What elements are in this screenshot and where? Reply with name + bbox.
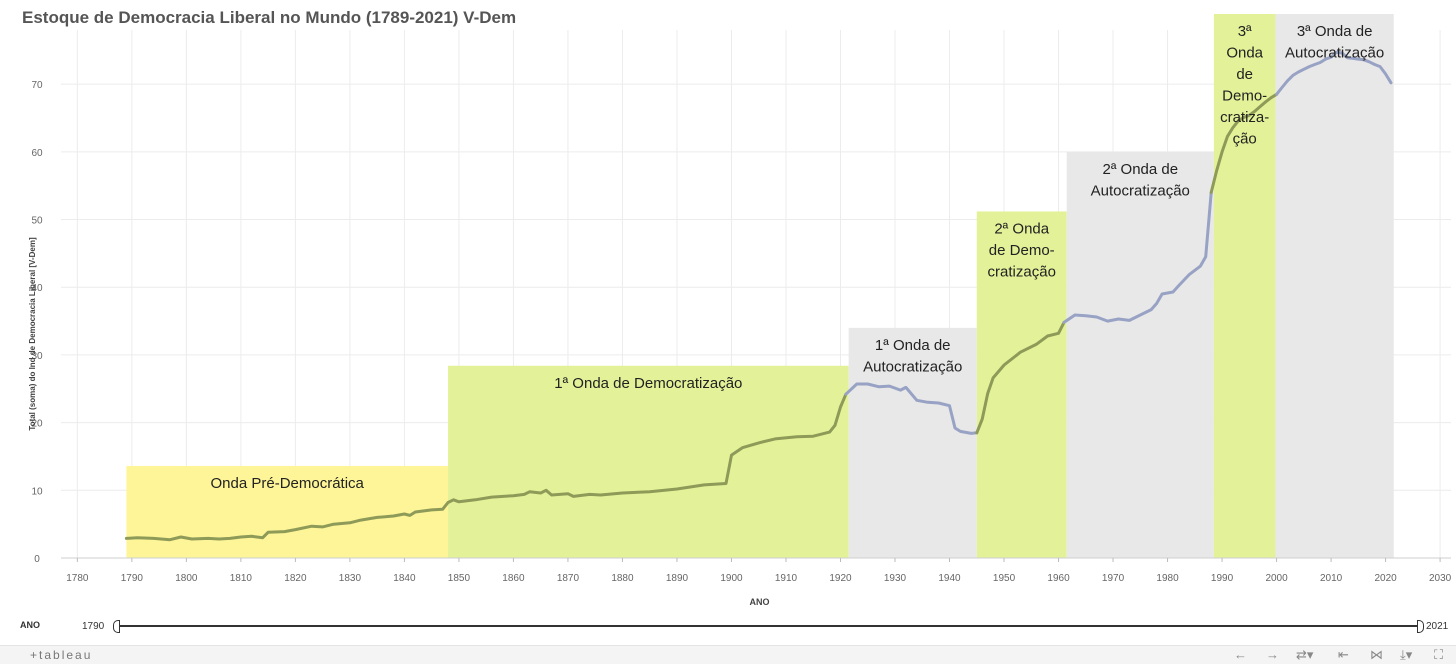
x-tick-label: 1820 (284, 573, 307, 584)
year-filter-min-value: 1790 (82, 621, 105, 632)
band-label-line: cratiza- (1220, 109, 1269, 126)
band-autocracy (1066, 151, 1214, 558)
x-tick-label: 1880 (611, 573, 634, 584)
band-autocracy (848, 327, 977, 558)
series-line-segment (1275, 50, 1393, 96)
axes: 1780 1790 1800 1810 1820 1830 1840 1850 1860 1870… (28, 80, 1452, 607)
wave-band-labels: Onda Pré-Democrática 1ª Onda de Democrati… (211, 23, 1385, 492)
x-axis-title: ANO (749, 597, 769, 607)
x-tick-label: 1830 (339, 573, 362, 584)
band-label: Onda Pré-Democrática (211, 475, 365, 492)
chart-title: Estoque de Democracia Liberal no Mundo (… (22, 8, 517, 27)
x-tick-label: 1840 (393, 573, 416, 584)
band-label-line: Autocratização (1285, 45, 1384, 62)
x-tick-label: 1960 (1047, 573, 1070, 584)
x-tick-label: 2030 (1429, 573, 1452, 584)
reset-icon[interactable]: ⇤ (1338, 647, 1349, 662)
year-filter-label: ANO (20, 620, 40, 630)
y-tick-label: 70 (31, 80, 43, 91)
band-label: 3ª Onda de Autocratização (1285, 23, 1384, 62)
x-tick-label: 1950 (993, 573, 1016, 584)
redo-icon[interactable]: → (1266, 647, 1279, 662)
y-tick-label: 50 (31, 216, 43, 227)
series-line-segment (844, 382, 979, 435)
y-axis-title: Total (soma) do Ind de Democracia Libera… (28, 237, 37, 431)
chart: 1780 1790 1800 1810 1820 1830 1840 1850 1860 1870… (28, 14, 1452, 607)
band-label-line: 1ª Onda de Democratização (554, 375, 742, 392)
series-line-segment (124, 392, 848, 542)
x-tick-label: 1910 (775, 573, 798, 584)
y-tick-label: 30 (31, 351, 43, 362)
x-tick-label: 1860 (502, 573, 525, 584)
x-tick-label: 1870 (557, 573, 580, 584)
series-line-segment (1209, 92, 1279, 194)
undo-icon[interactable]: ← (1234, 647, 1247, 662)
y-tick-label: 60 (31, 148, 43, 159)
band-label-line: de (1236, 66, 1253, 83)
x-tick-label: 1850 (448, 573, 471, 584)
x-tick-label: 1790 (121, 573, 144, 584)
x-tick-label: 1970 (1102, 573, 1125, 584)
band-democracy (448, 365, 849, 558)
y-tick-label: 0 (34, 554, 40, 565)
band-label-line: Onda Pré-Democrática (211, 475, 365, 492)
x-tick-label: 1900 (720, 573, 743, 584)
tableau-logo[interactable]: +tableau (30, 648, 93, 662)
x-tick-label: 1810 (230, 573, 253, 584)
y-tick-label: 10 (31, 486, 43, 497)
band-label-line: Onda (1226, 45, 1263, 62)
band-label-line: 1ª Onda de (875, 337, 951, 354)
band-label-line: Demo- (1222, 88, 1267, 105)
series-line-segment (1062, 191, 1213, 324)
x-tick-label: 1800 (175, 573, 198, 584)
x-tick-label: 1920 (829, 573, 852, 584)
year-range-min-handle[interactable] (113, 620, 120, 633)
band-label: 3ª Onda de Demo-cratiza-ção (1220, 23, 1269, 148)
download-icon[interactable]: ⤓▾ (1400, 647, 1413, 662)
x-tick-label: 2010 (1320, 573, 1343, 584)
band-label: 1ª Onda de Autocratização (863, 337, 962, 376)
band-label-line: 2ª Onda de (1102, 161, 1178, 178)
year-range-max-handle[interactable] (1417, 620, 1424, 633)
band-democracy (1213, 14, 1276, 558)
band-label-line: 3ª (1238, 23, 1252, 40)
x-tick-label: 2020 (1374, 573, 1397, 584)
x-tick-label: 1780 (66, 573, 89, 584)
x-tick-label: 2000 (1265, 573, 1288, 584)
year-range-slider-track[interactable] (116, 625, 1420, 627)
tableau-toolbar: +tableau ← → ⇄▾ ⇤ ⋈ ⤓▾ ⛶ (0, 645, 1456, 664)
series-line-segment (975, 320, 1066, 435)
band-label-line: 3ª Onda de (1297, 23, 1373, 40)
band-pre (126, 465, 449, 558)
y-tick-label: 40 (31, 283, 43, 294)
share-icon[interactable]: ⋈ (1370, 647, 1383, 662)
band-label: 2ª Onda de Autocratização (1091, 161, 1190, 200)
band-label-line: ção (1233, 131, 1257, 148)
wave-bands (126, 14, 1394, 558)
band-label-line: de Demo- (989, 242, 1055, 259)
data-series (124, 50, 1393, 542)
x-tick-label: 1890 (666, 573, 689, 584)
band-autocracy (1275, 14, 1394, 558)
x-tick-label: 1930 (884, 573, 907, 584)
band-label: 2ª Onda de Demo-cratização (988, 220, 1056, 280)
x-tick-label: 1980 (1156, 573, 1179, 584)
band-label-line: Autocratização (863, 358, 962, 375)
x-tick-label: 1990 (1211, 573, 1234, 584)
fullscreen-icon[interactable]: ⛶ (1434, 647, 1444, 662)
year-filter-max-value: 2021 (1426, 621, 1449, 632)
x-tick-label: 1940 (938, 573, 961, 584)
y-tick-label: 20 (31, 419, 43, 430)
band-label-line: Autocratização (1091, 182, 1190, 199)
band-label-line: 2ª Onda (994, 220, 1049, 237)
band-label: 1ª Onda de Democratização (554, 375, 742, 392)
band-label-line: cratização (988, 263, 1056, 280)
revert-icon[interactable]: ⇄▾ (1296, 647, 1314, 662)
